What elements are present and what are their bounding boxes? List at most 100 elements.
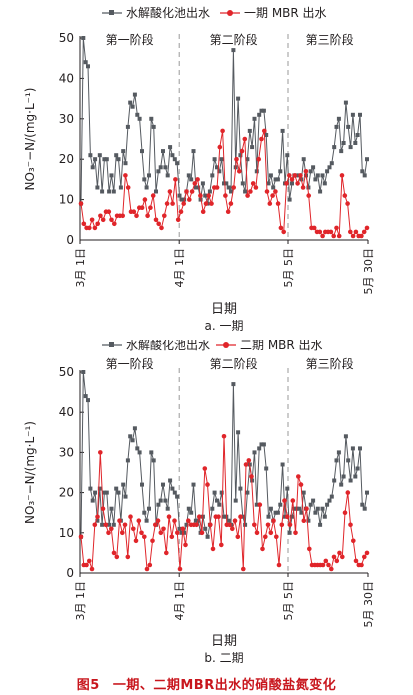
data-point (106, 530, 111, 536)
data-point (217, 502, 222, 507)
data-point (200, 181, 205, 186)
y-tick-label: 40 (59, 405, 74, 419)
data-point (212, 490, 217, 495)
data-point (311, 165, 316, 170)
data-point (207, 189, 212, 194)
data-point (230, 526, 235, 532)
data-point (156, 221, 161, 227)
data-point (320, 173, 325, 178)
data-point (261, 442, 266, 447)
data-point (208, 522, 213, 528)
data-point (161, 482, 165, 487)
data-point (323, 558, 329, 564)
data-point (266, 514, 271, 519)
data-point (220, 128, 225, 134)
data-point (275, 510, 280, 515)
data-point (186, 173, 191, 178)
y-tick-label: 10 (59, 526, 74, 540)
data-point (103, 522, 109, 528)
data-point (139, 205, 145, 210)
chart-a-stage-2: 第二阶段 (210, 32, 258, 47)
data-point (125, 458, 130, 463)
data-point (270, 193, 275, 198)
data-point (135, 446, 140, 451)
data-point (219, 157, 224, 162)
data-point (100, 522, 105, 527)
data-point (342, 193, 348, 198)
data-point (350, 233, 356, 239)
data-point (341, 474, 346, 479)
legend-marker (109, 342, 114, 347)
data-point (142, 534, 147, 540)
chart-b-subcaption: b. 二期 (204, 651, 243, 665)
data-point (93, 490, 98, 495)
data-point (150, 193, 156, 198)
data-point (111, 189, 116, 194)
data-point (301, 157, 306, 162)
data-point (317, 229, 323, 235)
chart-a-legend-mbr: 一期 MBR 出水 (244, 6, 327, 20)
data-point (179, 197, 184, 202)
data-point (109, 506, 114, 511)
data-point (278, 225, 284, 231)
data-point (358, 446, 362, 451)
data-point (348, 229, 353, 235)
data-point (167, 189, 173, 194)
data-point (267, 201, 273, 206)
data-point (292, 173, 298, 178)
data-point (268, 506, 273, 511)
data-point (256, 156, 262, 162)
data-point (203, 193, 208, 198)
data-point (259, 108, 264, 113)
data-point (290, 498, 296, 503)
data-point (334, 558, 340, 564)
data-point (307, 546, 312, 552)
data-point (226, 518, 231, 523)
data-point (142, 177, 147, 182)
data-point (139, 530, 144, 536)
data-point (120, 213, 125, 219)
data-point (93, 157, 98, 162)
data-point (287, 522, 293, 528)
y-tick-label: 10 (59, 193, 74, 207)
data-point (120, 530, 125, 536)
data-point (123, 161, 128, 166)
data-point (162, 213, 167, 219)
data-point (131, 209, 137, 214)
data-point (168, 478, 173, 483)
data-point (248, 189, 253, 194)
data-point (311, 498, 316, 503)
data-point (226, 185, 231, 190)
chart-b-legend-hydrolysis: 水解酸化池出水 (126, 340, 210, 352)
data-point (313, 510, 318, 515)
data-point (306, 518, 311, 523)
data-point (318, 189, 323, 194)
data-point (131, 526, 136, 532)
data-point (236, 96, 241, 101)
data-point (280, 128, 285, 133)
data-point (336, 233, 342, 239)
data-point (336, 450, 341, 455)
data-point (364, 550, 370, 556)
data-point (293, 530, 298, 536)
data-point (359, 233, 364, 239)
data-point (318, 522, 323, 527)
data-point (348, 478, 353, 483)
data-point (148, 205, 153, 210)
data-point (88, 486, 93, 491)
data-point (145, 213, 150, 219)
data-point (151, 458, 156, 463)
data-point (92, 522, 98, 528)
data-point (90, 165, 95, 170)
y-tick-label: 20 (59, 486, 74, 500)
data-point (362, 554, 367, 560)
data-point (165, 506, 170, 511)
data-point (287, 173, 292, 178)
data-point (78, 201, 84, 206)
data-point (339, 149, 344, 154)
data-point (245, 193, 250, 198)
data-point (237, 169, 242, 174)
data-point (109, 173, 114, 178)
data-point (210, 546, 216, 552)
data-point (175, 530, 180, 536)
